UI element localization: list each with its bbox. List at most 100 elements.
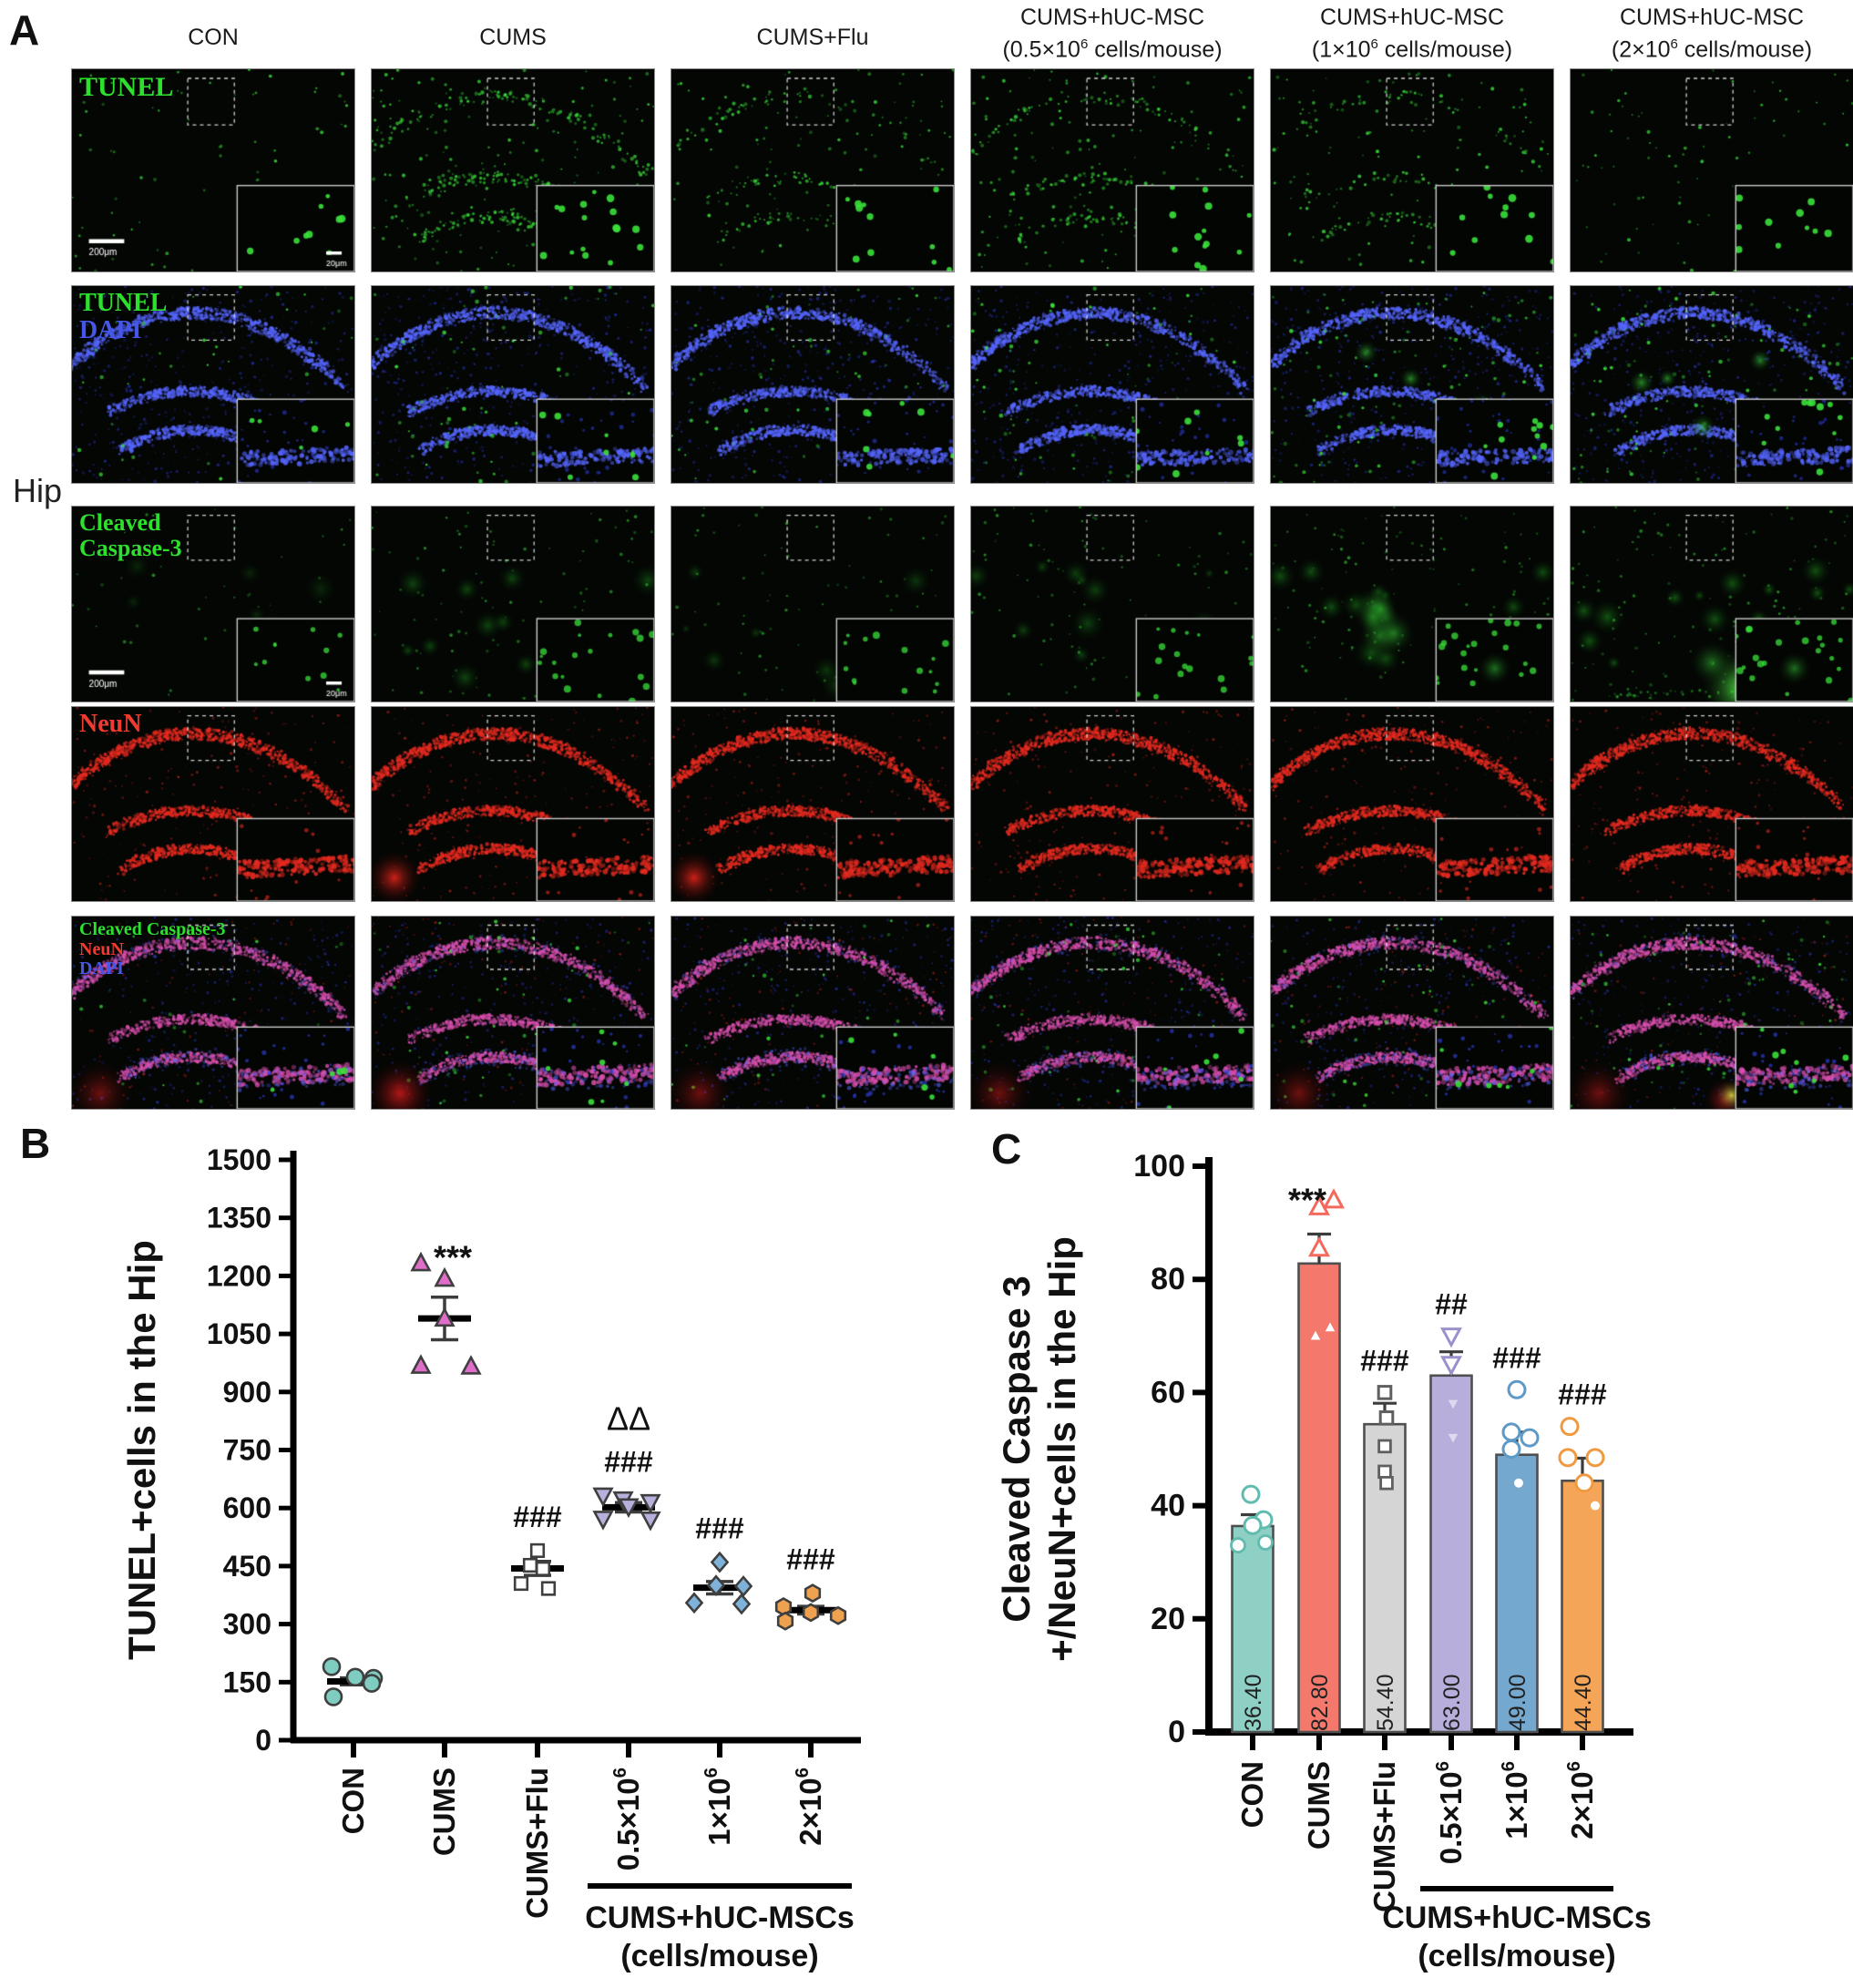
b-data-point	[732, 1593, 752, 1615]
c-y-tick-label: 80	[1151, 1262, 1185, 1296]
micrograph-tunel-con: TUNEL	[71, 68, 355, 272]
column-header-cums-hucmsc-05: CUMS+hUC-MSC (0.5×106 cells/mouse)	[1002, 5, 1223, 63]
b-data-point	[323, 1687, 343, 1706]
micrograph-neun-cums-hucmsc-2	[1570, 706, 1853, 902]
b-bracket-label-2: (cells/mouse)	[620, 1939, 818, 1973]
c-data-point	[1379, 1475, 1394, 1491]
panel-b-chart: 0 150 300 450 600 750 900 1050 1200 1350 1500 TUNEL…	[120, 1143, 861, 1973]
c-bar-value-label: 49.00	[1505, 1674, 1531, 1731]
b-y-tick-label: 1200	[207, 1259, 271, 1292]
panel-a-letter: A	[9, 6, 40, 54]
micrograph-canvas	[671, 286, 954, 483]
b-y-tick-label: 1500	[207, 1143, 271, 1176]
c-y-tick-label: 40	[1151, 1489, 1185, 1523]
micrograph-canvas	[72, 286, 354, 483]
b-x-tick-label: CUMS+Flu	[520, 1768, 554, 1919]
micrograph-canvas	[1271, 917, 1553, 1109]
micrograph-neun-cums-hucmsc-05	[970, 706, 1254, 902]
b-y-tick-label: 300	[223, 1608, 271, 1641]
micrograph-cleaved-caspase-3-cums-hucmsc-2	[1570, 506, 1853, 702]
c-bar	[1297, 1262, 1341, 1734]
c-group-2: 54.40 CUMS+Flu ###	[1360, 1344, 1409, 1912]
micrograph-tunel-dapi-cums-flu	[671, 285, 955, 484]
c-group-4: 49.00 1×106 ###	[1492, 1341, 1541, 1839]
micrograph-canvas	[1271, 69, 1553, 272]
micrograph-canvas	[1571, 917, 1853, 1109]
c-bar-value-label: 54.40	[1373, 1674, 1398, 1731]
b-data-point	[774, 1596, 793, 1617]
micrograph-neun-cums-hucmsc-1	[1270, 706, 1554, 902]
c-data-point	[1308, 1194, 1330, 1215]
c-data-point	[1507, 1379, 1527, 1399]
micrograph-neun-cums-flu	[671, 706, 955, 902]
micrograph-tunel-dapi-cums-hucmsc-05	[970, 285, 1254, 484]
c-bar	[1363, 1422, 1407, 1734]
b-sig-label: ΔΔ	[607, 1400, 650, 1438]
b-y-tick-label: 1050	[207, 1317, 271, 1350]
c-y-axis-title-1: Cleaved Caspase 3	[995, 1276, 1038, 1623]
b-x-tick-label: CUMS	[427, 1768, 461, 1856]
b-data-point	[592, 1511, 614, 1531]
micrograph-tunel-cums-hucmsc-1	[1270, 68, 1554, 272]
micrograph-cleaved-caspase-3-cums	[371, 506, 655, 702]
micrograph-tunel-cums	[371, 68, 655, 272]
b-data-point	[540, 1581, 557, 1596]
b-y-tick-label: 600	[223, 1491, 271, 1524]
column-header-cums: CUMS	[479, 25, 547, 50]
b-data-point	[535, 1561, 551, 1576]
c-group-5: 44.40 2×106 ###	[1558, 1378, 1607, 1839]
c-x-tick-label: CUMS+Flu	[1367, 1761, 1401, 1912]
b-x-tick-label: 2×106	[792, 1768, 827, 1846]
micrograph-merge-cums-hucmsc-1	[1270, 916, 1554, 1110]
micrograph-tunel-dapi-cums-hucmsc-2	[1570, 285, 1853, 484]
micrograph-canvas	[971, 69, 1254, 272]
micrograph-merge-cums	[371, 916, 655, 1110]
micrograph-tunel-cums-flu	[671, 68, 955, 272]
c-data-point	[1520, 1428, 1540, 1448]
c-x-tick-label: CON	[1235, 1761, 1269, 1828]
micrograph-canvas	[971, 707, 1254, 901]
b-data-point	[460, 1355, 482, 1375]
micrograph-canvas	[372, 507, 654, 702]
micrograph-merge-cums-hucmsc-2	[1570, 916, 1853, 1110]
b-y-tick-label: 750	[223, 1434, 271, 1467]
c-y-tick-label: 0	[1168, 1715, 1185, 1749]
micrograph-tunel-cums-hucmsc-2	[1570, 68, 1853, 272]
c-data-point	[1514, 1478, 1523, 1488]
micrograph-canvas	[372, 286, 654, 483]
b-group-3: 0.5×106 ### ΔΔ	[592, 1400, 661, 1870]
b-data-point	[434, 1266, 456, 1287]
c-y-tick-label: 20	[1151, 1602, 1185, 1636]
micrograph-merge-cums-hucmsc-05	[970, 916, 1254, 1110]
b-group-0: CON	[322, 1657, 384, 1834]
b-x-tick-label: 1×106	[701, 1768, 736, 1846]
micrograph-canvas	[671, 917, 954, 1109]
micrograph-canvas	[372, 707, 654, 901]
c-group-3: 63.00 0.5×106 ##	[1429, 1287, 1473, 1864]
micrograph-canvas	[1571, 69, 1853, 272]
c-data-point	[1257, 1534, 1274, 1551]
c-data-point	[1243, 1515, 1263, 1535]
micrograph-tunel-dapi-cums	[371, 285, 655, 484]
c-data-point	[1310, 1330, 1321, 1340]
micrograph-canvas	[1271, 707, 1553, 901]
column-header-con: CON	[188, 25, 239, 50]
b-group-4: 1×106 ###	[684, 1512, 753, 1846]
b-data-point	[513, 1575, 529, 1592]
c-bar-value-label: 63.00	[1439, 1674, 1465, 1731]
b-data-point	[529, 1542, 546, 1559]
b-y-tick-label: 0	[255, 1724, 271, 1757]
b-y-tick-label: 900	[223, 1376, 271, 1409]
c-data-point	[1241, 1484, 1261, 1504]
c-bar	[1495, 1453, 1539, 1734]
micrograph-canvas	[971, 917, 1254, 1109]
c-data-point	[1308, 1235, 1330, 1257]
micrograph-tunel-dapi-cums-hucmsc-1	[1270, 285, 1554, 484]
micrograph-canvas	[671, 707, 954, 901]
c-data-point	[1501, 1422, 1521, 1442]
c-bar-value-label: 82.80	[1307, 1674, 1333, 1731]
b-data-point	[733, 1575, 753, 1597]
c-group-0: 36.40 CON	[1230, 1484, 1275, 1828]
micrograph-cleaved-caspase-3-cums-hucmsc-1	[1270, 506, 1554, 702]
